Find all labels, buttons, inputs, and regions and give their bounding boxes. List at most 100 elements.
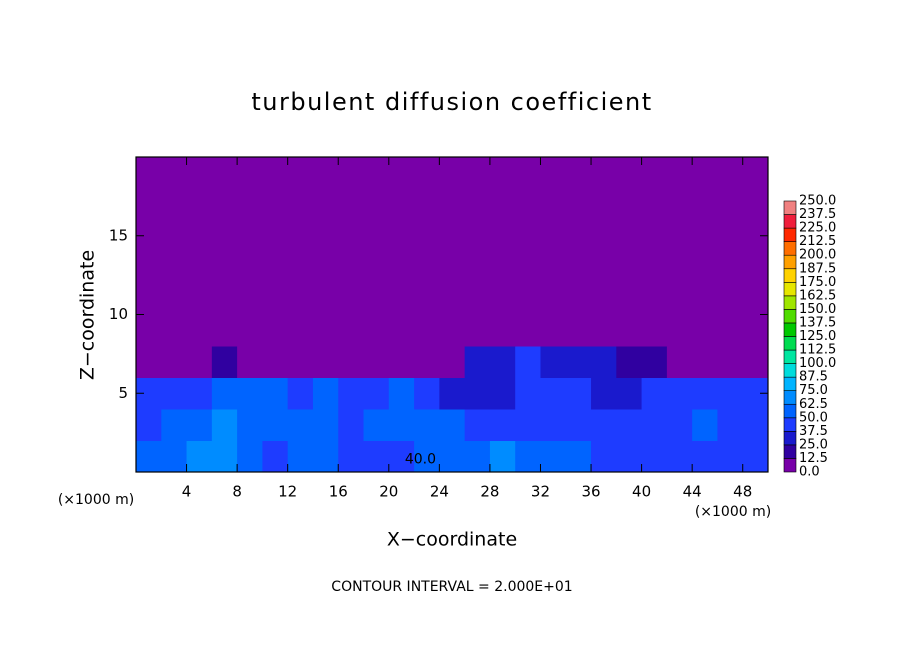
field-cell	[414, 377, 440, 410]
field-cell	[161, 346, 188, 378]
field-cell	[742, 440, 769, 473]
y-unit: (×1000 m)	[58, 492, 134, 508]
field-cell	[616, 157, 643, 347]
colorbar-label: 50.0	[799, 410, 828, 425]
field-cell	[540, 346, 567, 378]
field-cell	[262, 157, 289, 347]
field-cell	[161, 157, 188, 347]
contour-label: 40.0	[405, 451, 436, 467]
colorbar-label: 175.0	[799, 275, 836, 290]
colorbar-label: 200.0	[799, 248, 836, 263]
field-cell	[489, 440, 516, 473]
colorbar-cell	[783, 390, 797, 405]
field-cell	[591, 377, 617, 410]
y-tick-label: 5	[118, 384, 128, 402]
field-cell	[565, 440, 592, 473]
field-cell	[186, 409, 213, 441]
field-cell	[262, 409, 289, 441]
field-cell	[641, 157, 668, 347]
field-cell	[464, 157, 491, 347]
colorbar-label: 12.5	[799, 451, 828, 466]
field-cell	[742, 409, 769, 441]
colorbar-label: 37.5	[799, 424, 828, 439]
field-cell	[414, 346, 440, 378]
field-cell	[186, 346, 213, 378]
field-cell	[211, 346, 238, 378]
field-cell	[262, 377, 289, 410]
field-cell	[287, 409, 314, 441]
field-cell	[591, 157, 617, 347]
field-cell	[489, 157, 516, 347]
field-cell	[338, 157, 365, 347]
field-cell	[237, 157, 263, 347]
field-cell	[464, 346, 491, 378]
field-cell	[136, 157, 162, 347]
field-cell	[262, 346, 289, 378]
colorbar-label: 0.0	[799, 465, 820, 480]
field-cell	[312, 377, 339, 410]
x-tick-label: 28	[480, 483, 499, 501]
colorbar-cell	[783, 227, 797, 242]
field-cell	[565, 377, 592, 410]
field-cell	[464, 377, 491, 410]
field-cell	[717, 409, 744, 441]
field-cell	[363, 346, 390, 378]
colorbar-cell	[783, 241, 797, 256]
field-cell	[211, 377, 238, 410]
field-cell	[287, 440, 314, 473]
x-unit: (×1000 m)	[695, 504, 771, 520]
field-cell	[641, 409, 668, 441]
field-cell	[692, 157, 718, 347]
colorbar-label: 125.0	[799, 329, 836, 344]
field-cell	[666, 346, 693, 378]
field-cell	[464, 440, 491, 473]
field-cell	[338, 377, 365, 410]
field-cell	[136, 346, 162, 378]
colorbar-label: 162.5	[799, 288, 836, 303]
field-cell	[489, 346, 516, 378]
field-cell	[388, 377, 415, 410]
field-cell	[237, 346, 263, 378]
x-tick-label: 4	[182, 483, 192, 501]
x-tick-label: 20	[379, 483, 398, 501]
field-cell	[515, 440, 541, 473]
field-cell	[161, 409, 188, 441]
field-cell	[338, 346, 365, 378]
field-cell	[742, 157, 769, 347]
field-cell	[515, 377, 541, 410]
field-cell	[186, 157, 213, 347]
colorbar-cell	[783, 268, 797, 283]
colorbar-cell	[783, 214, 797, 229]
field-cell	[666, 157, 693, 347]
field-cell	[717, 346, 744, 378]
field-cell	[287, 157, 314, 347]
field-cell	[464, 409, 491, 441]
field-cell	[388, 440, 415, 473]
field-cell	[287, 346, 314, 378]
field-cell	[540, 409, 567, 441]
colorbar-cell	[783, 281, 797, 297]
field-cell	[591, 440, 617, 473]
field-cell	[161, 377, 188, 410]
field-cell	[161, 440, 188, 473]
y-tick-label: 15	[109, 226, 128, 244]
field-cell	[312, 409, 339, 441]
field-cell	[388, 157, 415, 347]
x-tick-label: 40	[632, 483, 651, 501]
field-cell	[540, 440, 567, 473]
colorbar-cell	[783, 295, 797, 310]
field-cell	[565, 409, 592, 441]
field-cell	[515, 157, 541, 347]
field-cell	[439, 377, 466, 410]
field-cell	[717, 440, 744, 473]
colorbar-cell	[783, 200, 797, 215]
field-cell	[666, 409, 693, 441]
field-cell	[186, 377, 213, 410]
colorbar-label: 25.0	[799, 437, 828, 452]
colorbar-label: 112.5	[799, 343, 836, 358]
field-cell	[237, 377, 263, 410]
field-cell	[388, 409, 415, 441]
chart-title: turbulent diffusion coefficient	[251, 88, 652, 116]
colorbar-label: 62.5	[799, 397, 828, 412]
